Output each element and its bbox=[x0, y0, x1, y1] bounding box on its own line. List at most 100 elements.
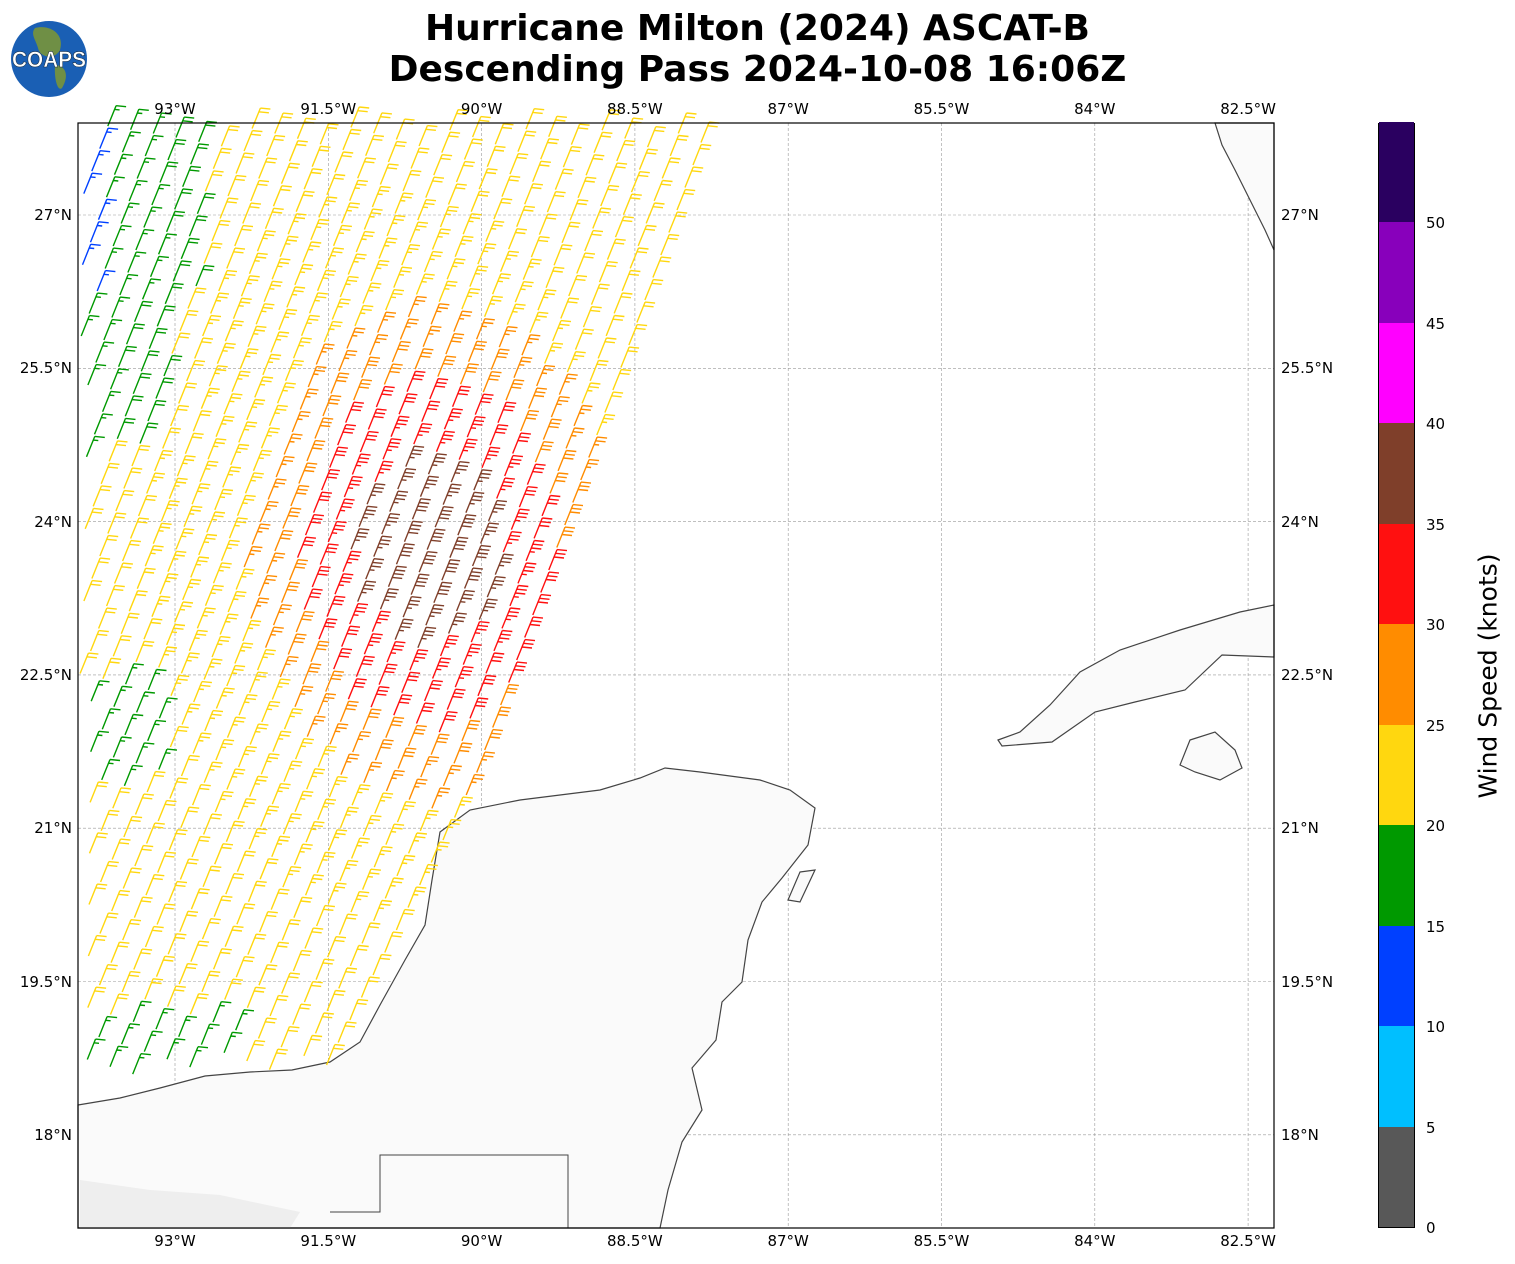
wind-barb bbox=[566, 351, 586, 373]
wind-barb bbox=[179, 910, 199, 932]
wind-barb bbox=[156, 305, 176, 327]
wind-barb bbox=[109, 1045, 129, 1067]
wind-barb bbox=[123, 764, 143, 787]
wind-barb bbox=[463, 138, 483, 160]
wind-barb bbox=[292, 949, 312, 972]
lat-tick-label-left: 22.5°N bbox=[19, 665, 72, 684]
wind-barb bbox=[115, 489, 135, 512]
wind-barb bbox=[524, 183, 543, 205]
wind-barb bbox=[374, 460, 394, 482]
wind-barb bbox=[504, 454, 523, 477]
wind-barb bbox=[292, 337, 312, 359]
wind-barb bbox=[170, 674, 190, 697]
wind-barb bbox=[417, 626, 437, 648]
wind-barb bbox=[435, 430, 455, 452]
wind-barb bbox=[210, 292, 230, 314]
wind-barb bbox=[692, 143, 712, 166]
wind-barb bbox=[317, 745, 337, 767]
wind-barb bbox=[144, 925, 164, 948]
wind-barb bbox=[213, 895, 233, 917]
lat-tick-label-right: 21°N bbox=[1281, 819, 1319, 838]
wind-barb bbox=[374, 792, 394, 814]
wind-barb bbox=[391, 340, 411, 363]
wind-barb bbox=[91, 557, 111, 579]
wind-barb bbox=[264, 626, 284, 648]
wind-barb bbox=[514, 281, 534, 303]
wind-barb bbox=[502, 531, 522, 553]
wind-barb bbox=[426, 528, 446, 550]
wind-barb bbox=[190, 888, 210, 910]
wind-barb bbox=[202, 813, 222, 835]
wind-barb bbox=[137, 494, 157, 517]
wind-barb bbox=[326, 989, 346, 1012]
wind-barb bbox=[280, 581, 300, 603]
wind-barb bbox=[328, 829, 348, 851]
wind-barb bbox=[513, 356, 533, 378]
wind-barb bbox=[447, 612, 467, 634]
wind-barb bbox=[182, 165, 201, 188]
wind-barb bbox=[139, 422, 159, 444]
wind-barb bbox=[86, 1038, 106, 1060]
wind-barb bbox=[335, 498, 355, 520]
wind-barb bbox=[281, 972, 301, 994]
wind-barb bbox=[224, 320, 244, 342]
wind-barb bbox=[166, 623, 186, 646]
wind-barb bbox=[431, 228, 451, 250]
wind-barb bbox=[349, 998, 369, 1021]
wind-barb bbox=[454, 666, 474, 688]
wind-barb bbox=[661, 157, 681, 179]
wind-barb bbox=[129, 517, 149, 539]
wind-barb bbox=[441, 131, 461, 153]
wind-barb bbox=[143, 618, 163, 640]
wind-barb bbox=[125, 323, 145, 345]
wind-barb bbox=[238, 694, 258, 716]
wind-barb bbox=[198, 120, 217, 143]
wind-barb bbox=[212, 147, 232, 170]
wind-barb bbox=[303, 168, 323, 190]
wind-barb bbox=[429, 378, 449, 400]
wind-barb bbox=[286, 286, 306, 308]
wind-barb bbox=[255, 303, 275, 325]
wind-barb bbox=[298, 462, 318, 484]
wind-barb bbox=[660, 233, 680, 256]
wind-barb bbox=[135, 742, 155, 764]
wind-barb bbox=[196, 607, 216, 629]
colorbar-tick-label: 15 bbox=[1426, 917, 1446, 936]
wind-barb bbox=[133, 896, 153, 918]
colorbar-bin bbox=[1379, 724, 1414, 826]
wind-barb bbox=[439, 634, 459, 657]
wind-barb bbox=[190, 143, 209, 165]
wind-barb bbox=[191, 835, 211, 858]
lon-tick-label-bottom: 85.5°W bbox=[913, 1232, 970, 1250]
wind-barb bbox=[236, 903, 256, 925]
wind-barb bbox=[387, 565, 407, 587]
wind-barb bbox=[191, 784, 211, 806]
wind-barb bbox=[338, 913, 358, 935]
wind-barb bbox=[236, 494, 256, 517]
wind-barb bbox=[593, 131, 613, 153]
wind-barb bbox=[545, 266, 565, 288]
wind-barb bbox=[369, 334, 389, 356]
wind-barb bbox=[530, 236, 550, 258]
wind-barb bbox=[370, 686, 390, 708]
wind-barb bbox=[411, 498, 431, 520]
wind-barb bbox=[248, 775, 268, 797]
wind-barb bbox=[357, 580, 377, 602]
wind-barb bbox=[533, 517, 553, 539]
wind-barb bbox=[373, 535, 393, 557]
cozumel bbox=[787, 869, 817, 903]
wind-barb bbox=[353, 379, 372, 401]
wind-barb bbox=[236, 850, 256, 872]
wind-barb bbox=[461, 288, 481, 310]
wind-barb bbox=[257, 1017, 277, 1039]
wind-barb bbox=[334, 573, 354, 595]
wind-barb bbox=[584, 229, 604, 252]
lat-tick-label-right: 25.5°N bbox=[1281, 359, 1334, 378]
wind-barb bbox=[250, 597, 270, 619]
wind-barb bbox=[113, 153, 133, 175]
wind-barb bbox=[438, 711, 458, 733]
wind-barb bbox=[211, 219, 231, 242]
wind-barb bbox=[402, 169, 422, 192]
wind-barb bbox=[264, 207, 284, 229]
wind-barb bbox=[250, 179, 270, 202]
